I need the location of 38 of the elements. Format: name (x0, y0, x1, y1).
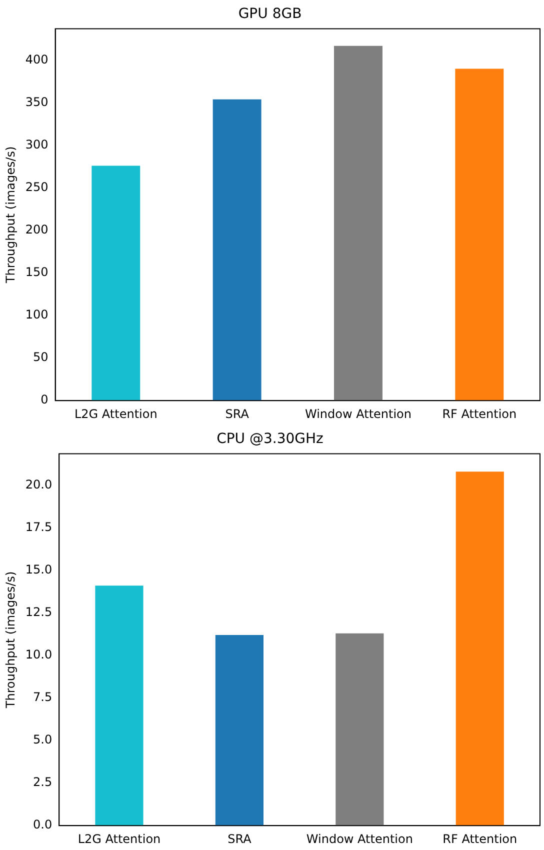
chart-title: CPU @3.30GHz (216, 431, 324, 448)
x-tick-label: Window Attention (304, 406, 412, 421)
y-tick-label: 350 (25, 94, 48, 109)
y-tick-label: 400 (25, 52, 48, 66)
bar (334, 46, 382, 401)
y-tick-label: 15.0 (25, 562, 52, 576)
y-tick-label: 200 (25, 222, 48, 237)
bar (215, 635, 264, 826)
y-tick-label: 7.5 (33, 690, 52, 704)
y-axis-title: Throughput (images/s) (3, 571, 18, 710)
bar (456, 472, 504, 826)
x-tick-label: SRA (228, 832, 252, 846)
y-tick-label: 0.0 (33, 818, 52, 832)
y-tick-label: 0 (40, 392, 48, 407)
x-tick-label: SRA (225, 406, 250, 421)
bar (92, 166, 140, 401)
y-tick-label: 50 (33, 350, 48, 364)
chart-title: GPU 8GB (238, 6, 302, 22)
y-tick-label: 250 (25, 180, 48, 194)
y-tick-label: 300 (25, 137, 48, 152)
y-axis-title: Throughput (images/s) (3, 146, 18, 284)
y-tick-label: 150 (25, 265, 48, 280)
y-tick-label: 12.5 (25, 605, 52, 620)
bar (212, 99, 262, 401)
bar (455, 68, 504, 401)
bar (95, 586, 144, 826)
y-tick-label: 100 (25, 308, 48, 322)
x-tick-label: RF Attention (442, 406, 517, 421)
y-tick-label: 10.0 (25, 648, 52, 662)
y-tick-label: 2.5 (33, 775, 52, 790)
x-tick-label: L2G Attention (74, 406, 158, 421)
x-tick-label: Window Attention (306, 832, 413, 846)
y-tick-label: 17.5 (25, 520, 52, 534)
y-tick-label: 5.0 (33, 732, 52, 747)
x-tick-label: L2G Attention (78, 832, 161, 846)
y-tick-label: 20.0 (25, 477, 52, 492)
bar (336, 633, 384, 826)
x-tick-label: RF Attention (442, 832, 518, 846)
